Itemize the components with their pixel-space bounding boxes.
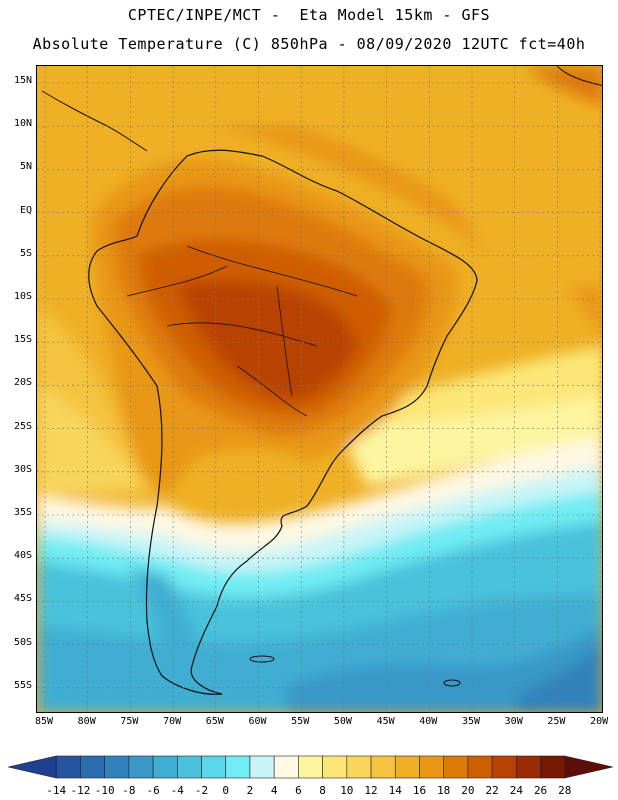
colorbar-swatch bbox=[152, 755, 178, 779]
colorbar-tick-label: 20 bbox=[461, 784, 475, 797]
colorbar-tick-label: 4 bbox=[270, 784, 278, 797]
colorbar-swatch bbox=[540, 755, 566, 779]
colorbar-tick-label: -10 bbox=[94, 784, 115, 797]
lat-label: 5S bbox=[19, 247, 32, 259]
lon-label: 20W bbox=[590, 716, 609, 727]
colorbar-tick-label: 10 bbox=[340, 784, 354, 797]
colorbar-tick-label: 12 bbox=[364, 784, 378, 797]
colorbar-swatch bbox=[201, 755, 227, 779]
lon-label: 25W bbox=[547, 716, 566, 727]
colorbar bbox=[7, 755, 614, 779]
lon-label: 50W bbox=[333, 716, 352, 727]
lat-label: 25S bbox=[13, 420, 32, 432]
colorbar-swatch bbox=[419, 755, 444, 779]
lon-label: 30W bbox=[504, 716, 523, 727]
colorbar-tick-label: 26 bbox=[533, 784, 548, 797]
colorbar-tick-label: -12 bbox=[70, 784, 91, 797]
colorbar-swatch bbox=[564, 755, 614, 779]
colorbar-swatch bbox=[128, 755, 154, 779]
lat-label: 20S bbox=[13, 377, 32, 389]
lat-label: EQ bbox=[19, 204, 32, 216]
lat-label: 15N bbox=[13, 75, 32, 86]
colorbar-tick-label: -14 bbox=[46, 784, 67, 797]
colorbar-swatch bbox=[516, 755, 541, 779]
colorbar-tick-label: 0 bbox=[222, 784, 230, 797]
lon-label: 35W bbox=[461, 716, 481, 727]
colorbar-tick-label: 22 bbox=[485, 784, 499, 797]
colorbar-swatch bbox=[249, 755, 275, 779]
lat-label: 55S bbox=[13, 679, 32, 691]
colorbar-tick-label: 16 bbox=[412, 784, 427, 797]
colorbar-tick-label: 2 bbox=[246, 784, 254, 797]
colorbar-swatch bbox=[370, 755, 396, 779]
lat-label: 45S bbox=[13, 593, 32, 605]
title-line-1: CPTEC/INPE/MCT - Eta Model 15km - GFS bbox=[127, 6, 491, 24]
colorbar-swatch bbox=[104, 755, 130, 779]
colorbar-swatch bbox=[467, 755, 493, 779]
lat-label: 10N bbox=[13, 118, 32, 130]
lat-label: 35S bbox=[13, 507, 32, 518]
colorbar-swatch bbox=[298, 755, 323, 779]
lat-label: 5N bbox=[19, 161, 32, 173]
colorbar-tick-label: 18 bbox=[437, 784, 451, 797]
colorbar-swatch bbox=[322, 755, 348, 779]
lon-label: 65W bbox=[205, 716, 224, 727]
lon-label: 60W bbox=[248, 716, 267, 727]
lat-label: 30S bbox=[13, 463, 32, 475]
colorbar-tick-label: -6 bbox=[146, 784, 160, 797]
colorbar-tick-label: 28 bbox=[558, 784, 572, 797]
colorbar-tick-label: -2 bbox=[194, 784, 209, 797]
colorbar-swatch bbox=[177, 755, 202, 779]
colorbar-tick-label: 8 bbox=[319, 784, 326, 797]
lat-label: 10S bbox=[13, 291, 32, 302]
lon-label: 55W bbox=[291, 716, 310, 727]
colorbar-swatch bbox=[55, 755, 81, 779]
colorbar-tick-label: 24 bbox=[509, 784, 523, 797]
colorbar-swatch bbox=[346, 755, 372, 779]
lon-label: 85W bbox=[34, 716, 54, 727]
temperature-map bbox=[37, 66, 602, 712]
map-frame bbox=[36, 65, 603, 713]
colorbar-tick-label: 6 bbox=[295, 784, 302, 797]
lon-label: 75W bbox=[120, 716, 139, 727]
lon-label: 70W bbox=[163, 716, 182, 727]
colorbar-swatch bbox=[273, 755, 299, 779]
colorbar-tick-label: -8 bbox=[122, 784, 136, 797]
lon-label: 80W bbox=[77, 716, 96, 727]
title-line-2: Absolute Temperature (C) 850hPa - 08/09/… bbox=[32, 35, 586, 53]
lon-label: 45W bbox=[376, 716, 395, 727]
colorbar-swatch bbox=[225, 755, 251, 779]
colorbar-tick-label: 14 bbox=[388, 784, 402, 797]
lat-label: 15S bbox=[13, 334, 32, 346]
lat-label: 50S bbox=[13, 636, 32, 648]
colorbar-tick-label: -4 bbox=[170, 784, 184, 797]
colorbar-swatch bbox=[80, 755, 105, 779]
colorbar-swatch bbox=[443, 755, 469, 779]
colorbar-swatch bbox=[7, 755, 57, 779]
lon-label: 40W bbox=[419, 716, 438, 727]
colorbar-swatch bbox=[491, 755, 517, 779]
lat-label: 40S bbox=[13, 550, 32, 562]
colorbar-swatch bbox=[394, 755, 420, 779]
